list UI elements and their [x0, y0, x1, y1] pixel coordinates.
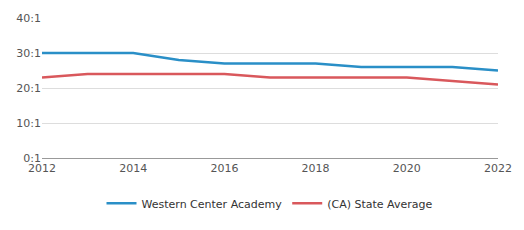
svg-text:2012: 2012: [28, 162, 56, 175]
svg-text:10:1: 10:1: [16, 117, 41, 130]
svg-text:2014: 2014: [119, 162, 147, 175]
svg-text:2022: 2022: [484, 162, 512, 175]
svg-text:40:1: 40:1: [16, 12, 41, 25]
svg-text:Western Center Academy: Western Center Academy: [142, 198, 283, 211]
svg-text:2020: 2020: [393, 162, 421, 175]
svg-text:(CA) State Average: (CA) State Average: [327, 198, 432, 211]
svg-text:2016: 2016: [210, 162, 238, 175]
svg-text:30:1: 30:1: [16, 47, 41, 60]
svg-text:2018: 2018: [302, 162, 330, 175]
svg-text:0:1: 0:1: [23, 152, 41, 165]
svg-text:20:1: 20:1: [16, 82, 41, 95]
